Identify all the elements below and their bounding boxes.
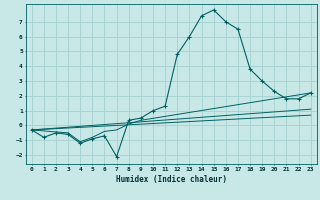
X-axis label: Humidex (Indice chaleur): Humidex (Indice chaleur) [116,175,227,184]
